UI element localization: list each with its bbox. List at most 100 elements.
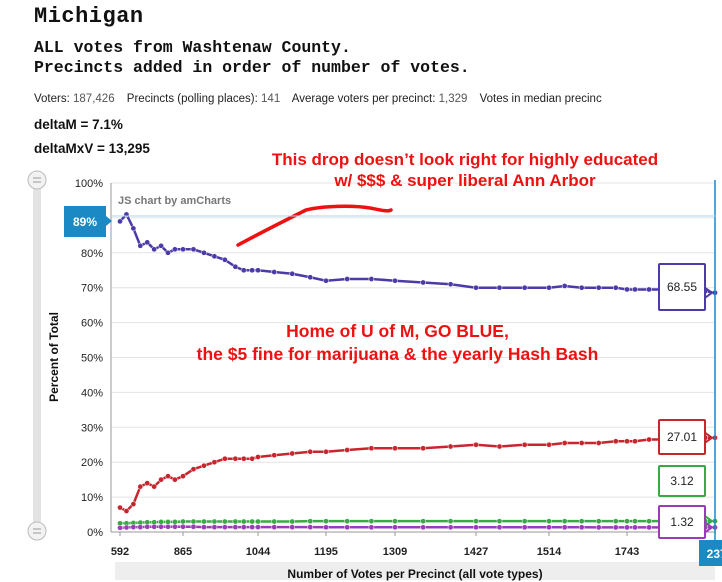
series-point[interactable] xyxy=(496,284,503,291)
series-point[interactable] xyxy=(323,277,329,284)
series-point[interactable] xyxy=(646,286,652,293)
vertical-scrollbar-track[interactable] xyxy=(33,177,41,539)
series-point[interactable] xyxy=(211,524,218,530)
series-point[interactable] xyxy=(392,518,398,525)
series-point[interactable] xyxy=(392,445,398,452)
series-point[interactable] xyxy=(546,524,552,531)
series-point[interactable] xyxy=(392,524,398,531)
series-point[interactable] xyxy=(578,524,585,531)
series-point[interactable] xyxy=(473,284,479,291)
series-point[interactable] xyxy=(158,242,164,249)
series-point[interactable] xyxy=(222,256,228,263)
series-point[interactable] xyxy=(222,518,228,525)
series-point[interactable] xyxy=(255,518,261,525)
series-point[interactable] xyxy=(646,518,652,525)
series-point[interactable] xyxy=(144,480,151,486)
series-point[interactable] xyxy=(392,277,398,284)
series-point[interactable] xyxy=(368,276,375,282)
series-point[interactable] xyxy=(578,518,585,525)
chart-credit[interactable]: JS chart by amCharts xyxy=(118,195,231,207)
series-point[interactable] xyxy=(240,267,247,274)
series-point[interactable] xyxy=(201,462,207,469)
series-point[interactable] xyxy=(323,518,329,525)
series-point[interactable] xyxy=(158,476,164,483)
series-point[interactable] xyxy=(612,284,619,291)
series-point[interactable] xyxy=(180,518,186,525)
series-point[interactable] xyxy=(578,440,585,446)
series-point[interactable] xyxy=(172,523,178,530)
series-point[interactable] xyxy=(211,253,218,260)
series-point[interactable] xyxy=(624,518,630,525)
series-point[interactable] xyxy=(201,249,207,256)
series-point[interactable] xyxy=(447,281,454,288)
series-point[interactable] xyxy=(232,263,239,270)
series-point[interactable] xyxy=(289,524,296,530)
series-point[interactable] xyxy=(144,239,151,246)
series-point[interactable] xyxy=(151,483,158,490)
series-point[interactable] xyxy=(368,518,375,525)
series-point[interactable] xyxy=(546,518,552,525)
series-point[interactable] xyxy=(130,501,137,507)
series-point[interactable] xyxy=(165,519,171,525)
series-point[interactable] xyxy=(180,246,186,253)
series-point[interactable] xyxy=(307,274,314,281)
series-point[interactable] xyxy=(561,283,568,289)
series-point[interactable] xyxy=(561,524,568,531)
series-point[interactable] xyxy=(190,466,197,473)
series-point[interactable] xyxy=(232,518,239,525)
scroll-handle-bottom[interactable] xyxy=(27,521,47,541)
series-point[interactable] xyxy=(144,523,151,530)
series-point[interactable] xyxy=(561,440,568,446)
series-point[interactable] xyxy=(271,518,278,525)
series-point[interactable] xyxy=(420,279,426,286)
series-point[interactable] xyxy=(521,284,528,291)
series-point[interactable] xyxy=(612,524,619,531)
series-point[interactable] xyxy=(473,441,479,448)
series-point[interactable] xyxy=(646,524,652,531)
series-point[interactable] xyxy=(344,276,351,282)
series-point[interactable] xyxy=(447,524,454,531)
series-point[interactable] xyxy=(211,459,218,466)
series-point[interactable] xyxy=(323,448,329,455)
series-point[interactable] xyxy=(289,518,296,525)
series-point[interactable] xyxy=(546,284,552,291)
series-point[interactable] xyxy=(165,473,171,480)
series-point[interactable] xyxy=(612,438,619,445)
series-point[interactable] xyxy=(344,524,351,531)
series-point[interactable] xyxy=(624,438,630,445)
series-point[interactable] xyxy=(632,438,638,445)
series-point[interactable] xyxy=(151,523,158,530)
series-point[interactable] xyxy=(255,454,261,460)
series-point[interactable] xyxy=(249,267,255,274)
series-point[interactable] xyxy=(222,524,228,530)
series-point[interactable] xyxy=(117,218,123,225)
series-point[interactable] xyxy=(632,518,638,525)
series-point[interactable] xyxy=(521,518,528,525)
series-point[interactable] xyxy=(521,524,528,531)
series-point[interactable] xyxy=(137,483,144,490)
series-point[interactable] xyxy=(137,524,144,530)
series-point[interactable] xyxy=(624,286,630,293)
series-point[interactable] xyxy=(447,443,454,450)
series-point[interactable] xyxy=(180,473,186,480)
series-point[interactable] xyxy=(307,448,314,455)
series-point[interactable] xyxy=(271,452,278,459)
series-point[interactable] xyxy=(158,523,164,530)
series-point[interactable] xyxy=(307,518,314,525)
series-point[interactable] xyxy=(172,519,178,525)
series-point[interactable] xyxy=(595,440,602,446)
series-point[interactable] xyxy=(240,524,247,530)
series-point[interactable] xyxy=(130,524,137,530)
series-point[interactable] xyxy=(211,518,218,525)
series-point[interactable] xyxy=(496,443,503,450)
series-point[interactable] xyxy=(222,455,228,462)
series-point[interactable] xyxy=(117,504,123,511)
series-point[interactable] xyxy=(496,518,503,525)
series-point[interactable] xyxy=(521,441,528,448)
series-point[interactable] xyxy=(190,246,197,253)
scroll-handle-top[interactable] xyxy=(27,170,47,190)
series-point[interactable] xyxy=(232,455,239,462)
series-point[interactable] xyxy=(172,246,178,253)
series-point[interactable] xyxy=(232,524,239,530)
series-point[interactable] xyxy=(255,524,261,530)
